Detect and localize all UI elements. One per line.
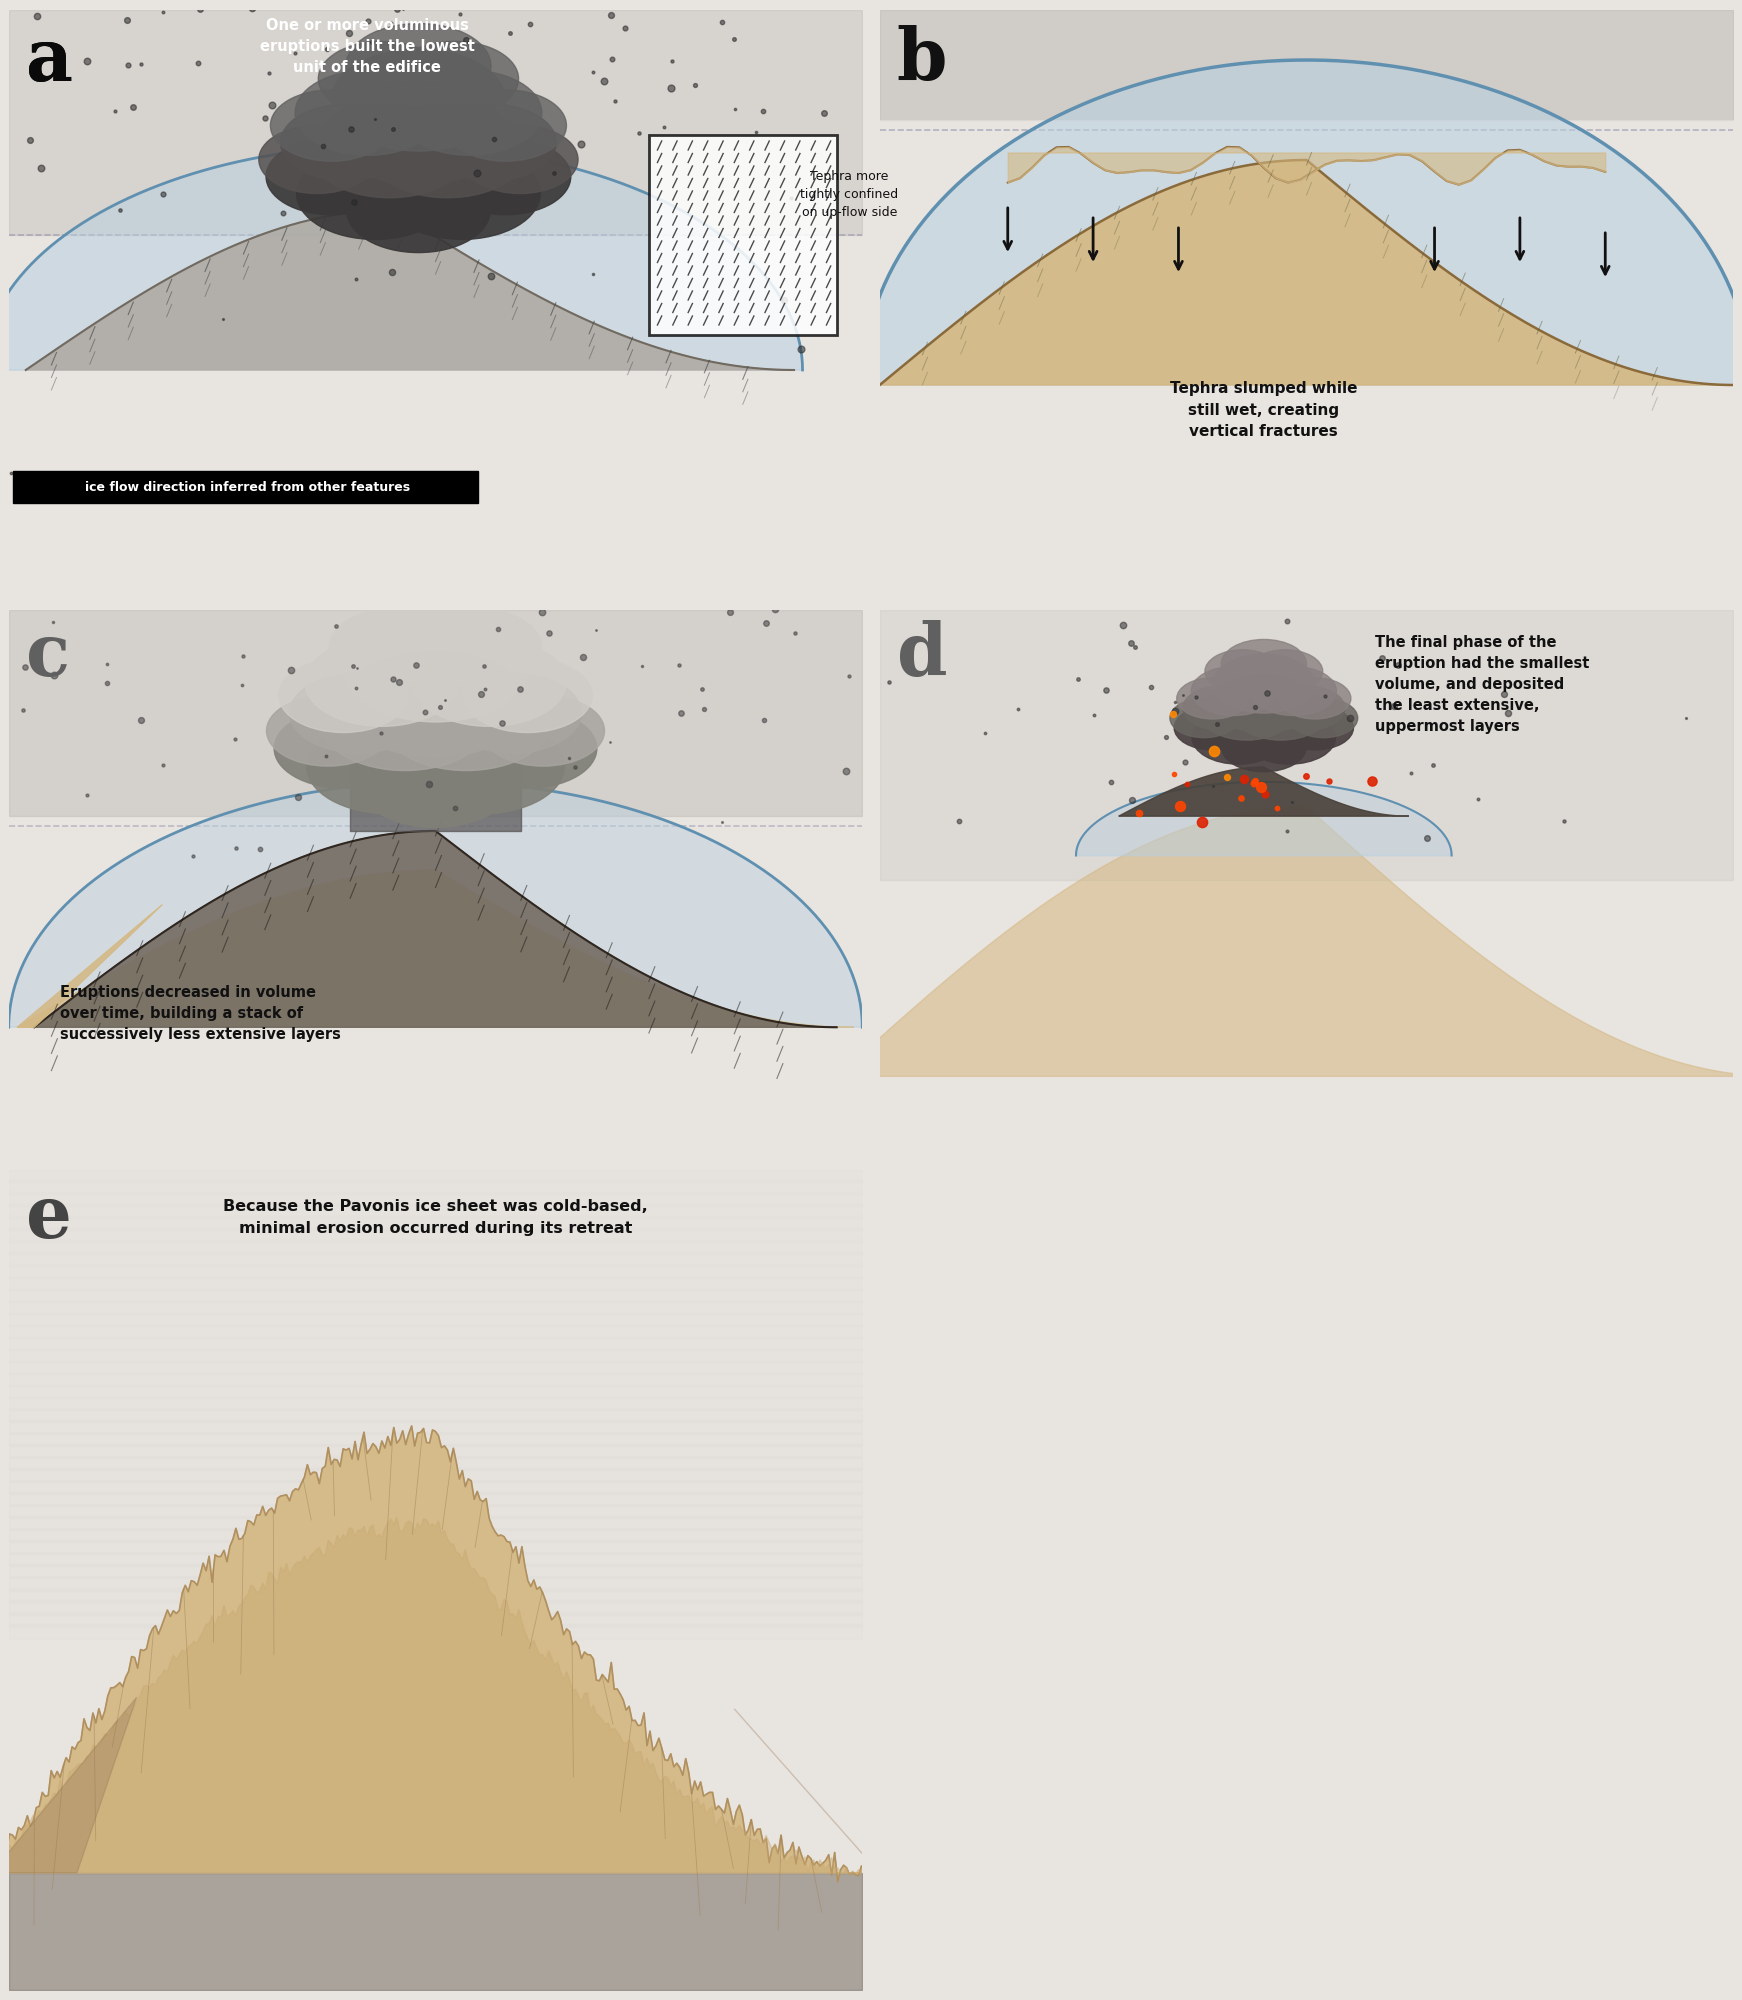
Circle shape [1251,666,1336,716]
Circle shape [390,42,519,116]
Circle shape [345,696,526,800]
Polygon shape [17,870,854,1028]
Circle shape [1205,650,1280,692]
Circle shape [267,696,390,766]
Circle shape [458,708,598,788]
Circle shape [1192,712,1284,764]
Text: e: e [26,1182,71,1252]
Circle shape [260,126,375,194]
Circle shape [397,70,542,156]
Circle shape [347,168,490,252]
Circle shape [1174,706,1251,750]
Polygon shape [0,1698,136,1872]
Text: a: a [26,24,73,96]
Polygon shape [0,1426,880,1882]
Circle shape [1200,686,1294,740]
Circle shape [294,70,441,156]
Circle shape [331,48,505,152]
Polygon shape [880,160,1733,384]
Circle shape [1233,686,1327,740]
Circle shape [1268,686,1345,730]
Circle shape [329,608,465,686]
Circle shape [425,104,556,180]
Circle shape [280,104,411,180]
Circle shape [462,126,578,194]
Polygon shape [838,806,1742,1076]
Text: Tephra more
tightly confined
on up-flow side: Tephra more tightly confined on up-flow … [800,170,899,218]
Circle shape [267,138,397,214]
Text: d: d [897,620,948,690]
Circle shape [1247,650,1322,692]
Polygon shape [9,782,862,1028]
Bar [648,136,836,334]
Circle shape [1221,724,1306,772]
Polygon shape [1118,768,1409,816]
Polygon shape [733,1708,880,1872]
Text: One or more voluminous
eruptions built the lowest
unit of the edifice: One or more voluminous eruptions built t… [260,18,474,74]
Circle shape [444,90,566,162]
Circle shape [359,590,512,678]
Circle shape [333,126,503,226]
Circle shape [305,638,458,726]
Text: Tephra slumped while
still wet, creating
vertical fractures: Tephra slumped while still wet, creating… [1171,382,1357,438]
Polygon shape [862,60,1742,384]
Circle shape [1277,706,1354,750]
Circle shape [331,82,505,186]
Polygon shape [26,210,794,370]
Circle shape [296,148,453,240]
Circle shape [347,24,491,108]
Circle shape [1178,678,1249,718]
Text: Eruptions decreased in volume
over time, building a stack of
successively less e: Eruptions decreased in volume over time,… [59,984,341,1042]
Circle shape [399,718,564,814]
Circle shape [273,708,413,788]
Circle shape [442,674,582,752]
Circle shape [1214,700,1313,756]
Circle shape [289,674,429,752]
Circle shape [270,90,392,162]
Circle shape [343,616,528,722]
Polygon shape [17,904,162,1028]
Polygon shape [35,830,836,1028]
Polygon shape [0,1518,880,1878]
Text: b: b [897,24,948,96]
Circle shape [368,104,528,198]
Circle shape [481,696,604,766]
Circle shape [381,674,550,770]
Circle shape [359,740,512,828]
Circle shape [413,638,566,726]
Circle shape [1221,640,1306,688]
Circle shape [279,658,408,732]
Circle shape [1192,666,1277,716]
Circle shape [1212,674,1315,732]
Circle shape [441,138,571,214]
Circle shape [1183,686,1259,730]
Text: The final phase of the
eruption had the smallest
volume, and deposited
the least: The final phase of the eruption had the … [1374,634,1589,734]
Circle shape [1289,698,1357,738]
Polygon shape [1077,782,1451,856]
Circle shape [307,718,472,814]
Circle shape [1212,654,1315,714]
Circle shape [1171,698,1239,738]
Circle shape [463,658,592,732]
Text: a: a [26,24,73,96]
Circle shape [406,608,542,686]
Circle shape [1279,678,1350,718]
Text: c: c [26,620,70,690]
Text: ice flow direction inferred from other features: ice flow direction inferred from other f… [85,480,411,494]
Circle shape [343,652,528,758]
Circle shape [319,42,446,116]
Circle shape [1244,712,1336,764]
Circle shape [383,148,540,240]
Circle shape [321,674,490,770]
Polygon shape [0,146,803,370]
Polygon shape [12,470,477,502]
Text: Because the Pavonis ice sheet was cold-based,
minimal erosion occurred during it: Because the Pavonis ice sheet was cold-b… [223,1200,648,1236]
Circle shape [310,104,469,198]
